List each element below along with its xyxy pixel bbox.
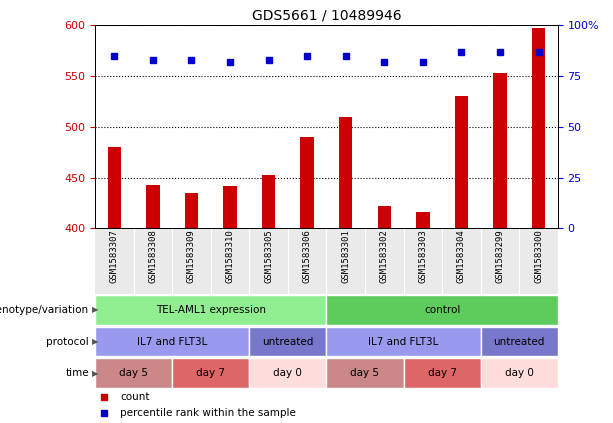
Bar	[532, 28, 546, 228]
Text: day 7: day 7	[428, 368, 457, 378]
Text: ▶: ▶	[92, 305, 99, 314]
Text: day 5: day 5	[119, 368, 148, 378]
Bar	[300, 137, 314, 228]
Text: genotype/variation: genotype/variation	[0, 305, 89, 315]
Text: untreated: untreated	[262, 337, 313, 346]
Text: GSM1583309: GSM1583309	[187, 230, 196, 283]
Text: GSM1583305: GSM1583305	[264, 230, 273, 283]
Bar	[416, 212, 430, 228]
Bar	[95, 295, 327, 325]
Text: IL7 and FLT3L: IL7 and FLT3L	[137, 337, 207, 346]
Bar	[249, 358, 327, 388]
Bar	[172, 228, 211, 294]
Text: GSM1583306: GSM1583306	[303, 230, 311, 283]
Text: GSM1583303: GSM1583303	[418, 230, 427, 283]
Bar	[95, 327, 249, 357]
Bar	[95, 228, 134, 294]
Text: IL7 and FLT3L: IL7 and FLT3L	[368, 337, 439, 346]
Text: protocol: protocol	[46, 337, 89, 346]
Bar	[327, 327, 481, 357]
Bar	[249, 327, 327, 357]
Bar	[339, 117, 352, 228]
Bar	[365, 228, 403, 294]
Bar	[185, 193, 198, 228]
Bar	[378, 206, 391, 228]
Bar	[95, 358, 172, 388]
Bar	[262, 175, 275, 228]
Title: GDS5661 / 10489946: GDS5661 / 10489946	[251, 9, 402, 23]
Bar	[481, 358, 558, 388]
Bar	[481, 228, 519, 294]
Text: day 5: day 5	[351, 368, 379, 378]
Text: TEL-AML1 expression: TEL-AML1 expression	[156, 305, 265, 315]
Text: day 0: day 0	[505, 368, 534, 378]
Bar	[455, 96, 468, 228]
Bar	[442, 228, 481, 294]
Text: count: count	[121, 392, 150, 401]
Bar	[172, 358, 249, 388]
Text: percentile rank within the sample: percentile rank within the sample	[121, 408, 296, 418]
Text: GSM1583308: GSM1583308	[148, 230, 158, 283]
Text: GSM1583301: GSM1583301	[341, 230, 350, 283]
Bar	[481, 327, 558, 357]
Bar	[493, 73, 507, 228]
Bar	[134, 228, 172, 294]
Bar	[223, 186, 237, 228]
Bar	[519, 228, 558, 294]
Text: time: time	[65, 368, 89, 378]
Bar	[211, 228, 249, 294]
Text: ▶: ▶	[92, 369, 99, 378]
Bar	[249, 228, 288, 294]
Text: control: control	[424, 305, 460, 315]
Text: day 0: day 0	[273, 368, 302, 378]
Text: untreated: untreated	[493, 337, 545, 346]
Text: GSM1583304: GSM1583304	[457, 230, 466, 283]
Text: day 7: day 7	[196, 368, 225, 378]
Bar	[327, 358, 403, 388]
Text: GSM1583310: GSM1583310	[226, 230, 235, 283]
Bar	[288, 228, 327, 294]
Bar	[146, 185, 159, 228]
Text: GSM1583300: GSM1583300	[534, 230, 543, 283]
Text: GSM1583299: GSM1583299	[495, 230, 504, 283]
Bar	[403, 358, 481, 388]
Text: ▶: ▶	[92, 337, 99, 346]
Text: GSM1583302: GSM1583302	[380, 230, 389, 283]
Bar	[403, 228, 442, 294]
Bar	[327, 295, 558, 325]
Bar	[107, 147, 121, 228]
Bar	[327, 228, 365, 294]
Text: GSM1583307: GSM1583307	[110, 230, 119, 283]
